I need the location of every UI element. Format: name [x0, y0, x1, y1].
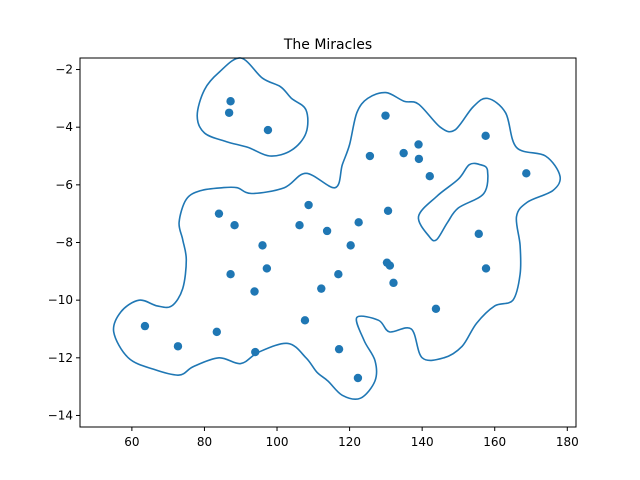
scatter-point-9	[425, 171, 434, 181]
scatter-point-2	[224, 108, 234, 117]
scatter-point-21	[346, 241, 355, 250]
points-layer	[140, 97, 531, 383]
outline-contour-2	[112, 91, 562, 400]
y-axis: −14 −12 −10 −8 −6 −4 −2	[48, 63, 80, 422]
x-tick-label: 180	[556, 435, 579, 449]
scatter-point-33	[212, 327, 221, 337]
x-tick-label: 80	[197, 435, 212, 449]
scatter-point-10	[481, 131, 490, 141]
scatter-point-34	[300, 316, 310, 325]
x-tick-label: 140	[411, 435, 434, 449]
outline-contour-3	[417, 162, 489, 242]
scatter-point-3	[263, 125, 273, 135]
y-tick-label: −4	[55, 120, 73, 134]
scatter-point-8	[414, 154, 424, 164]
scatter-point-12	[214, 209, 224, 218]
scatter-point-16	[322, 226, 332, 236]
chart-title: The Miracles	[283, 37, 372, 53]
scatter-point-26	[385, 261, 395, 270]
y-tick-label: −6	[55, 178, 73, 192]
y-tick-label: −12	[48, 351, 73, 365]
y-tick-label: −8	[55, 236, 73, 250]
scatter-point-24	[334, 270, 343, 279]
scatter-point-32	[140, 321, 150, 331]
scatter-point-6	[399, 148, 408, 158]
scatter-point-37	[334, 344, 344, 354]
scatter-point-23	[262, 264, 272, 273]
scatter-point-7	[414, 140, 423, 149]
scatter-point-1	[226, 97, 235, 106]
scatter-point-38	[353, 373, 363, 383]
scatter-point-22	[226, 270, 235, 279]
scatter-point-13	[230, 221, 239, 230]
x-tick-label: 160	[483, 435, 506, 449]
scatter-point-14	[304, 200, 313, 210]
outline-contour-1	[196, 57, 309, 157]
scatter-point-20	[258, 241, 267, 250]
outline-layer	[112, 57, 562, 400]
scatter-point-5	[365, 151, 375, 161]
x-axis: 60 80 100 120 140 160 180	[124, 427, 579, 449]
scatter-point-30	[389, 278, 398, 288]
y-tick-label: −14	[48, 408, 73, 422]
scatter-point-17	[354, 218, 363, 227]
scatter-point-28	[250, 287, 259, 296]
scatter-point-11	[522, 169, 531, 178]
y-tick-label: −10	[48, 293, 73, 307]
scatter-point-19	[474, 229, 483, 239]
y-tick-label: −2	[55, 63, 73, 77]
scatter-point-36	[251, 347, 260, 357]
scatter-point-31	[431, 304, 441, 314]
scatter-point-18	[383, 206, 393, 215]
scatter-point-27	[481, 264, 491, 273]
scatter-point-4	[381, 111, 390, 120]
x-tick-label: 60	[124, 435, 139, 449]
scatter-point-15	[295, 221, 304, 230]
x-tick-label: 100	[266, 435, 289, 449]
x-tick-label: 120	[338, 435, 361, 449]
scatter-point-29	[317, 284, 326, 293]
scatter-point-35	[173, 342, 183, 351]
